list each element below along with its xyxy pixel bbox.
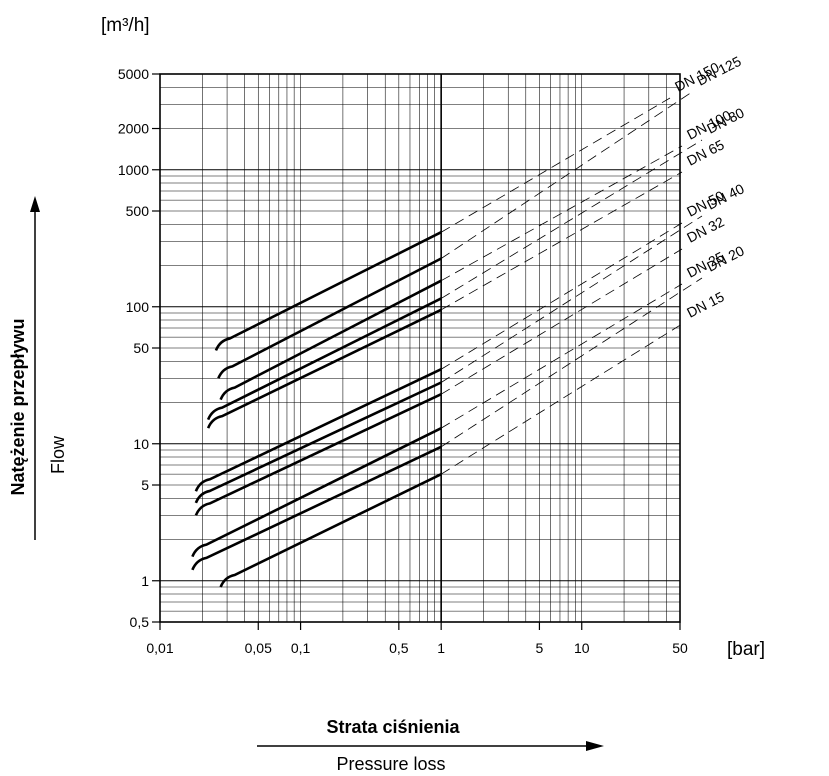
series-line-solid: [192, 447, 441, 570]
y-unit-label: [m³/h]: [101, 15, 150, 36]
series-line-solid: [221, 281, 442, 400]
y-tick-label: 5000: [118, 66, 149, 82]
x-tick-label: 10: [574, 640, 590, 656]
series-line-solid: [221, 474, 442, 587]
y-tick-label: 50: [133, 340, 149, 356]
y-tick-label: 5: [141, 477, 149, 493]
x-tick-label: 0,5: [389, 640, 409, 656]
series-line-dashed: [441, 223, 682, 369]
series-label: DN 20: [704, 242, 747, 274]
y-axis-title-en: Flow: [48, 435, 68, 474]
series-line-dashed: [441, 98, 670, 232]
y-tick-label: 500: [126, 203, 150, 219]
y-tick-label: 10: [133, 436, 149, 452]
series-line-dashed: [441, 284, 682, 428]
series-label: DN 40: [704, 180, 747, 212]
minor-grid: [160, 74, 680, 622]
series-line-dashed: [441, 324, 682, 474]
series-line-dashed: [441, 92, 692, 259]
y-axis-title-pl: Natężenie przepływu: [8, 318, 28, 495]
x-tick-label: 1: [437, 640, 445, 656]
x-unit-label: [bar]: [727, 639, 765, 660]
series-line-dashed: [441, 146, 682, 281]
y-tick-label: 1: [141, 573, 149, 589]
x-axis-title-pl: Strata ciśnienia: [326, 717, 460, 737]
series-line-solid: [218, 259, 441, 379]
x-tick-label: 5: [536, 640, 544, 656]
series-label: DN 15: [684, 288, 727, 320]
series-line-solid: [208, 298, 441, 419]
x-tick-label: 0,05: [245, 640, 272, 656]
series-line-dashed: [441, 140, 702, 298]
x-axis-title-en: Pressure loss: [336, 754, 445, 774]
x-tick-label: 0,01: [146, 640, 173, 656]
y-tick-label: 2000: [118, 121, 149, 137]
series-line-dashed: [441, 278, 702, 447]
y-tick-label: 0,5: [130, 614, 150, 630]
x-tick-labels: 0,01 0,05 0,1 0,5 1 5 10 50: [146, 640, 688, 656]
series-line-solid: [216, 232, 441, 350]
series-label: DN 125: [694, 53, 744, 89]
x-axis-arrowhead: [586, 741, 604, 751]
series-lines: [192, 92, 702, 587]
x-tick-label: 50: [672, 640, 688, 656]
y-tick-label: 100: [126, 299, 150, 315]
y-tick-labels: 0,5 1 5 10 50 100 500 1000 2000 5000: [118, 66, 149, 630]
y-tick-label: 1000: [118, 162, 149, 178]
series-line-dashed: [441, 216, 702, 382]
x-tick-label: 0,1: [291, 640, 311, 656]
series-line-dashed: [441, 172, 682, 310]
series-line-dashed: [441, 249, 682, 394]
y-axis-arrowhead: [30, 196, 40, 212]
